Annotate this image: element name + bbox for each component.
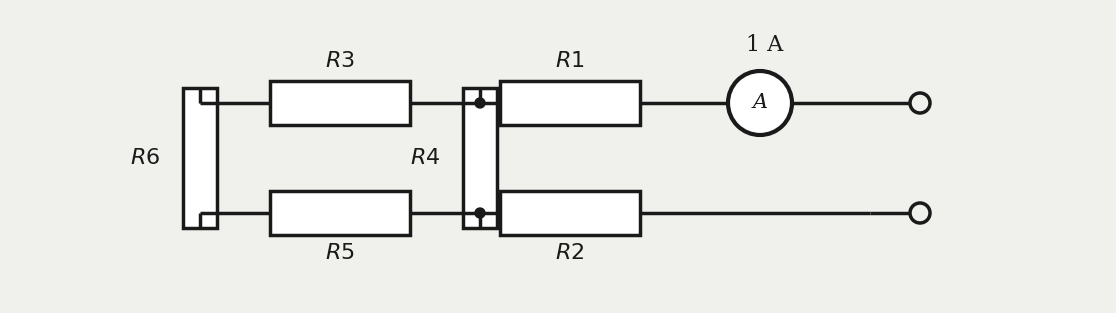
Text: $R1$: $R1$ bbox=[555, 50, 585, 72]
Circle shape bbox=[910, 203, 930, 223]
Bar bbox=[500, 191, 639, 235]
Circle shape bbox=[910, 93, 930, 113]
Bar bbox=[183, 88, 217, 228]
Bar bbox=[500, 81, 639, 125]
Text: $R4$: $R4$ bbox=[410, 147, 440, 169]
Bar bbox=[270, 81, 410, 125]
Text: $R6$: $R6$ bbox=[129, 147, 160, 169]
Circle shape bbox=[475, 208, 485, 218]
Circle shape bbox=[475, 98, 485, 108]
Text: $R2$: $R2$ bbox=[556, 242, 585, 264]
Bar bbox=[463, 88, 497, 228]
Circle shape bbox=[728, 71, 792, 135]
Text: $R5$: $R5$ bbox=[325, 242, 355, 264]
Bar bbox=[270, 191, 410, 235]
Text: A: A bbox=[752, 94, 768, 112]
Text: $R3$: $R3$ bbox=[325, 50, 355, 72]
Text: 1 A: 1 A bbox=[747, 34, 783, 56]
